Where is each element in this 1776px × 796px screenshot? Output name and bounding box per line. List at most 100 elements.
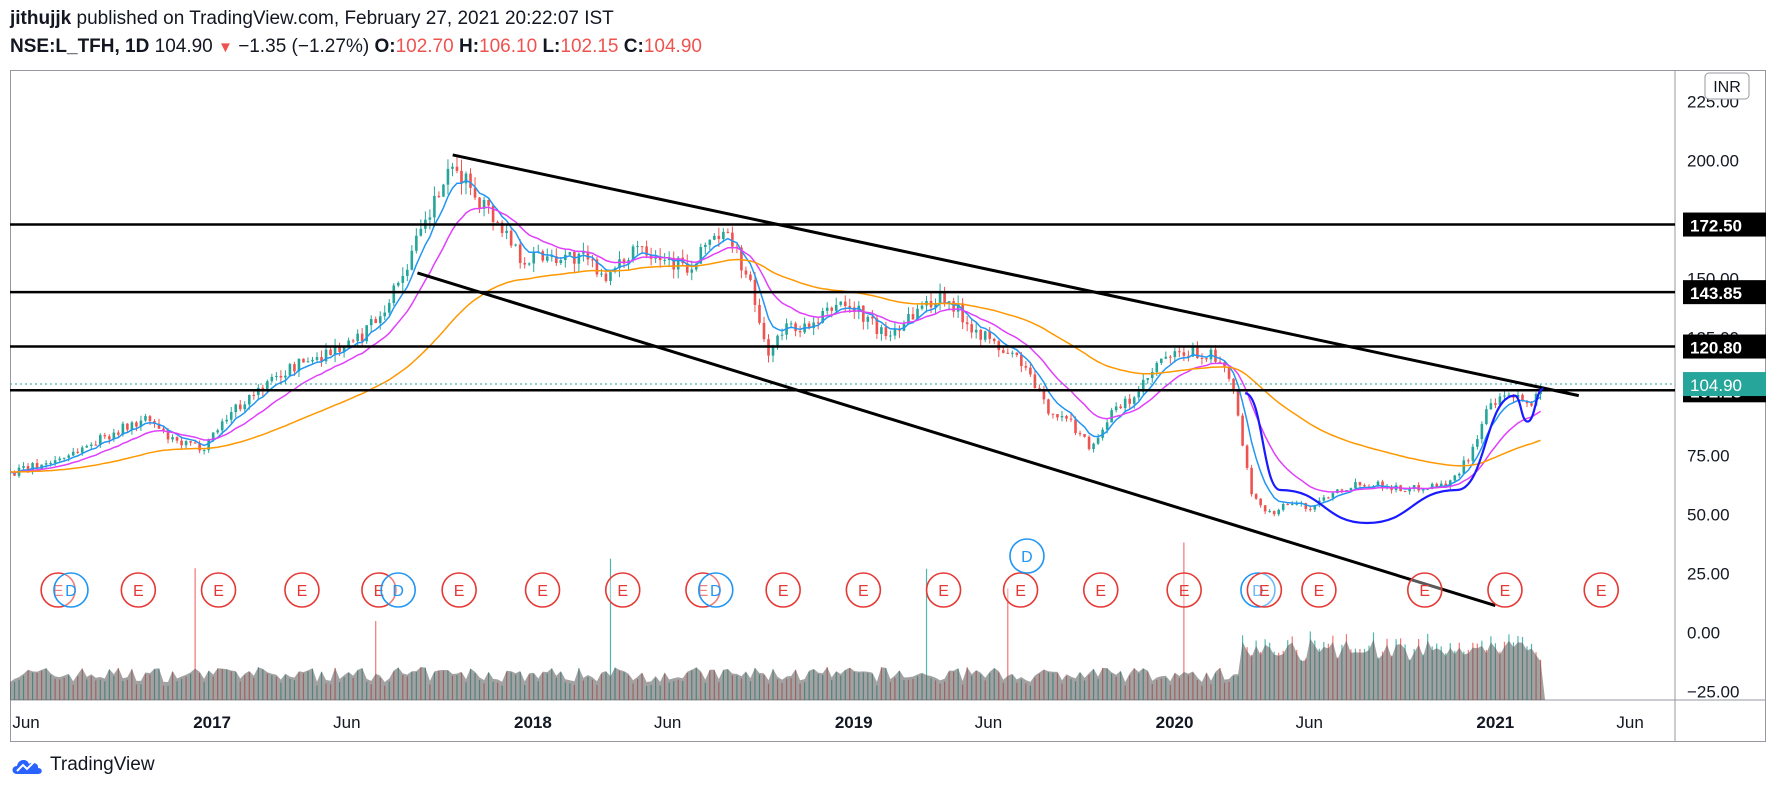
earnings-marker[interactable]: E [120, 572, 157, 608]
candle-body [31, 463, 34, 471]
ema-slow-line [10, 258, 1541, 473]
price-tick-label: 25.00 [1687, 565, 1730, 584]
candle-body [1033, 374, 1037, 389]
candle-body [1092, 443, 1095, 450]
candle-body [545, 256, 549, 261]
earnings-marker[interactable]: E [604, 572, 641, 608]
candle-body [889, 335, 892, 337]
candle-body [1439, 483, 1443, 487]
earnings-marker[interactable]: E [845, 572, 882, 608]
dividend-marker[interactable]: D [1009, 538, 1045, 574]
marker-circle [1583, 572, 1620, 608]
candle-body [1015, 352, 1019, 355]
tradingview-logo[interactable]: TradingView [10, 754, 155, 776]
level-price-tag [1683, 280, 1766, 305]
candle-body [1132, 397, 1136, 404]
ohlc-line: NSE:L_TFH, 1D 104.90 ▼ −1.35 (−1.27%) O:… [10, 36, 702, 58]
price-chart[interactable]: EDEEEEDEEEEDEEEEEEDEEEEED225.00200.00150… [10, 70, 1766, 742]
candle-body [211, 432, 215, 440]
volume-histogram [10, 542, 1546, 700]
time-tick-label: Jun [654, 713, 681, 732]
candle-body [1069, 418, 1073, 420]
candle-body [1196, 347, 1199, 358]
candle-body [171, 437, 174, 440]
candle-body [1038, 388, 1041, 390]
marker-label: E [938, 583, 949, 600]
price-tick-label: 50.00 [1687, 506, 1730, 525]
earnings-marker[interactable]: E [685, 572, 721, 608]
earnings-marker[interactable]: E [765, 572, 801, 608]
trendline[interactable] [416, 271, 1496, 608]
candle-body [1281, 504, 1285, 510]
earnings-marker[interactable]: E [1166, 572, 1202, 608]
marker-circle [53, 572, 89, 608]
dividend-marker[interactable]: D [697, 572, 734, 608]
candle-body [992, 338, 996, 342]
marker-circle [380, 572, 416, 608]
candle-body [369, 319, 373, 326]
time-axis: Jun 2017 Jun 2018 Jun 2019 Jun 2020 Jun 2021 Jun [12, 713, 1643, 732]
currency-badge[interactable] [1704, 72, 1750, 100]
earnings-marker[interactable]: E [1301, 572, 1337, 608]
earnings-marker[interactable]: E [1082, 572, 1119, 608]
earnings-marker[interactable]: E [1487, 572, 1523, 608]
candle-body [722, 231, 725, 240]
earnings-marker[interactable]: E [1246, 572, 1283, 608]
candle-body [1259, 498, 1262, 506]
earnings-marker[interactable]: E [361, 572, 397, 608]
high-label: H: [458, 36, 480, 57]
candle-body [1205, 358, 1208, 360]
candle-body [288, 364, 292, 376]
candle-body [311, 359, 314, 362]
candle-body [89, 444, 93, 446]
candle-body [1119, 406, 1122, 409]
earnings-marker[interactable]: E [1583, 572, 1620, 608]
candle-body [126, 423, 129, 430]
earnings-marker[interactable]: E [441, 572, 477, 608]
candle-body [1214, 349, 1217, 362]
candle-body [586, 251, 590, 260]
candle-body [862, 305, 865, 322]
earnings-marker[interactable]: E [1406, 572, 1443, 608]
candle-body [1507, 394, 1511, 396]
cup-curve[interactable] [1244, 387, 1544, 525]
candle-body [392, 285, 396, 304]
candle-body [1485, 409, 1488, 425]
candle-body [22, 466, 25, 468]
earnings-marker[interactable]: E [524, 572, 561, 608]
candle-body [1421, 489, 1425, 491]
dividend-marker[interactable]: D [380, 572, 416, 608]
candle-body [690, 269, 694, 273]
candle-body [1096, 437, 1100, 444]
earnings-marker[interactable]: E [200, 572, 237, 608]
marker-label: E [133, 583, 144, 600]
earnings-marker[interactable]: E [925, 572, 962, 608]
earnings-marker[interactable]: E [284, 572, 320, 608]
candle-body [76, 451, 80, 453]
candle-body [487, 200, 490, 206]
candle-body [1444, 483, 1448, 487]
candle-body [234, 404, 238, 413]
candle-body [1295, 503, 1299, 505]
level-price-text: 143.85 [1690, 284, 1742, 303]
candle-body [740, 247, 743, 271]
candle-body [717, 235, 721, 240]
earnings-marker[interactable]: E [1002, 572, 1039, 608]
candle-body [13, 471, 16, 476]
candle-body [329, 349, 332, 356]
candle-body [749, 274, 752, 280]
candle-body [1065, 416, 1068, 419]
candle-body [1056, 414, 1059, 418]
level-price-tag [1683, 334, 1766, 359]
author-name[interactable]: jithujjk [10, 8, 72, 29]
marker-label: E [297, 583, 308, 600]
earnings-marker[interactable]: E [40, 572, 76, 608]
candle-body [920, 305, 924, 309]
candle-body [1498, 396, 1502, 405]
candle-body [98, 435, 102, 446]
trendline[interactable] [452, 153, 1580, 398]
candle-body [1345, 490, 1348, 492]
dividend-marker[interactable]: D [53, 572, 89, 608]
candle-body [1173, 351, 1177, 357]
marker-circle [697, 572, 734, 608]
